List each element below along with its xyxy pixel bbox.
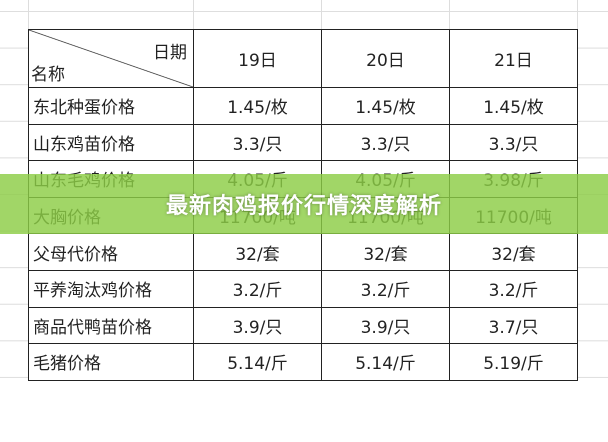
diagonal-header-cell: 日期名称 <box>28 29 194 88</box>
price-cell: 1.45/枚 <box>449 87 578 125</box>
row-name: 东北种蛋价格 <box>28 87 194 125</box>
table-row: 东北种蛋价格 1.45/枚 1.45/枚 1.45/枚 <box>28 87 578 125</box>
price-cell: 3.9/只 <box>321 306 450 345</box>
price-cell: 32/套 <box>321 233 450 271</box>
row-name: 山东鸡苗价格 <box>28 123 194 162</box>
price-cell: 3.2/斤 <box>449 269 578 308</box>
price-cell: 3.3/只 <box>321 123 450 162</box>
grid-line <box>449 0 450 30</box>
grid-line <box>28 0 29 30</box>
price-cell: 3.2/斤 <box>321 269 450 308</box>
price-cell: 5.19/斤 <box>449 343 578 381</box>
price-cell: 3.9/只 <box>193 306 322 345</box>
table-row: 父母代价格 32/套 32/套 32/套 <box>28 233 578 271</box>
row-name: 商品代鸭苗价格 <box>28 306 194 345</box>
date-label: 日期 <box>153 43 187 63</box>
banner-title: 最新肉鸡报价行情深度解析 <box>165 194 442 219</box>
table-row: 平养淘汰鸡价格 3.2/斤 3.2/斤 3.2/斤 <box>28 269 578 308</box>
grid-line <box>193 0 194 30</box>
grid-line <box>577 0 578 30</box>
row-name: 平养淘汰鸡价格 <box>28 269 194 308</box>
table-row: 商品代鸭苗价格 3.9/只 3.9/只 3.7/只 <box>28 306 578 345</box>
grid-line <box>321 0 322 30</box>
column-header: 20日 <box>321 29 450 88</box>
column-header: 21日 <box>449 29 578 88</box>
price-cell: 3.3/只 <box>449 123 578 162</box>
name-label: 名称 <box>31 65 65 85</box>
table-row: 山东鸡苗价格 3.3/只 3.3/只 3.3/只 <box>28 123 578 162</box>
column-header: 19日 <box>193 29 322 88</box>
price-cell: 1.45/枚 <box>193 87 322 125</box>
price-cell: 3.7/只 <box>449 306 578 345</box>
row-name: 父母代价格 <box>28 233 194 271</box>
title-banner: 最新肉鸡报价行情深度解析 <box>0 174 608 234</box>
price-cell: 32/套 <box>449 233 578 271</box>
table-row: 毛猪价格 5.14/斤 5.14/斤 5.19/斤 <box>28 343 578 381</box>
price-cell: 1.45/枚 <box>321 87 450 125</box>
row-name: 毛猪价格 <box>28 343 194 381</box>
price-cell: 5.14/斤 <box>193 343 322 381</box>
header-row: 日期名称 19日 20日 21日 <box>28 29 578 88</box>
price-cell: 5.14/斤 <box>321 343 450 381</box>
price-cell: 3.3/只 <box>193 123 322 162</box>
price-cell: 32/套 <box>193 233 322 271</box>
price-cell: 3.2/斤 <box>193 269 322 308</box>
